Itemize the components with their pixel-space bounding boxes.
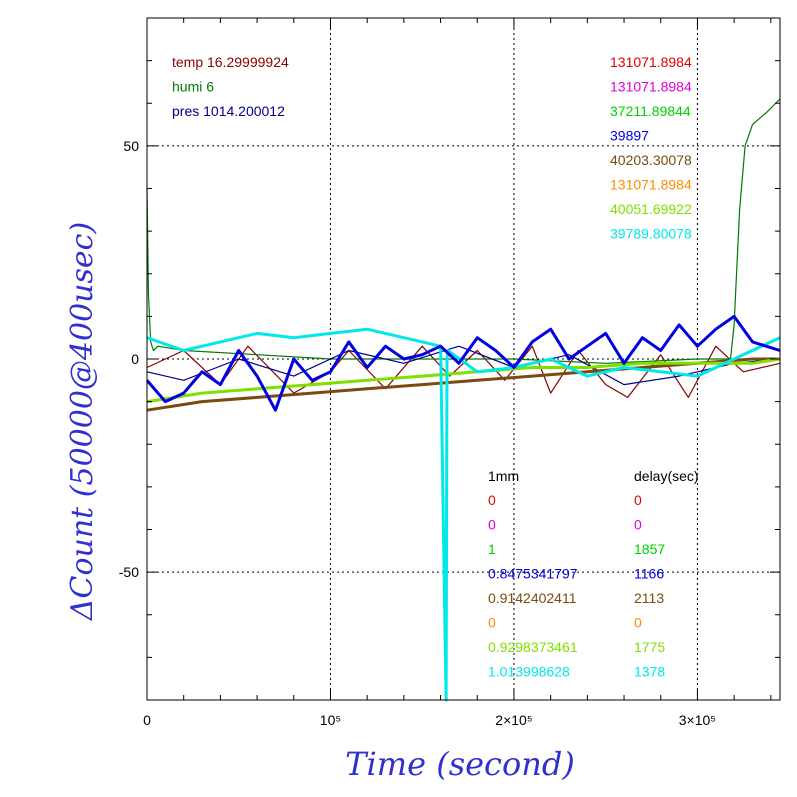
series-value-label: 39897 xyxy=(610,128,649,144)
x-tick-label: 10⁵ xyxy=(320,712,341,728)
table-header-1mm: 1mm xyxy=(488,468,519,484)
series-value-label: 40203.30078 xyxy=(610,152,692,168)
table-cell-1mm: 0 xyxy=(488,517,496,533)
y-tick-label: 50 xyxy=(123,138,139,154)
ticks: 0 10⁵ 2×10⁵ 3×10⁵ 50 0 -50 xyxy=(119,17,780,728)
table-cell-delay: 1857 xyxy=(634,541,665,557)
series-value-label: 39789.80078 xyxy=(610,226,692,242)
x-axis-label: Time (second) xyxy=(345,745,575,783)
series-value-label: 131071.8984 xyxy=(610,54,692,70)
table-header-delay: delay(sec) xyxy=(634,468,699,484)
series-line-7 xyxy=(145,314,781,412)
series-line-6 xyxy=(146,327,781,702)
series-line-3 xyxy=(146,345,781,386)
table-cell-1mm: 0.9142402411 xyxy=(488,590,577,606)
table-cell-1mm: 0 xyxy=(488,492,496,508)
table-cell-1mm: 0.9298373461 xyxy=(488,639,578,655)
series-layer xyxy=(145,98,781,702)
env-label: humi 6 xyxy=(172,79,214,95)
y-axis-label: ΔCount (50000@400usec) xyxy=(65,222,100,621)
y-tick-label: 0 xyxy=(131,351,139,367)
x-tick-label: 0 xyxy=(143,712,151,728)
y-tick-label: -50 xyxy=(119,564,139,580)
table-cell-1mm: 0 xyxy=(488,615,496,631)
table-cell-delay: 0 xyxy=(634,517,642,533)
series-value-label: 40051.69922 xyxy=(610,201,692,217)
table-cell-delay: 0 xyxy=(634,615,642,631)
env-label: pres 1014.200012 xyxy=(172,103,285,119)
series-value-label: 131071.8984 xyxy=(610,79,692,95)
table-cell-1mm: 1.013998628 xyxy=(488,664,570,680)
table-cell-1mm: 1 xyxy=(488,541,496,557)
series-line-2 xyxy=(146,98,781,364)
table-cell-delay: 2113 xyxy=(634,590,664,606)
table-cell-delay: 1775 xyxy=(634,639,665,655)
series-line-1 xyxy=(146,345,781,398)
x-tick-label: 3×10⁵ xyxy=(679,712,716,728)
table-cell-delay: 1166 xyxy=(634,566,664,582)
env-label: temp 16.29999924 xyxy=(172,54,289,70)
table-cell-1mm: 0.8475341797 xyxy=(488,566,578,582)
series-value-label: 37211.89844 xyxy=(610,103,691,119)
series-value-label: 131071.8984 xyxy=(610,177,692,193)
table-cell-delay: 1378 xyxy=(634,664,665,680)
table-cell-delay: 0 xyxy=(634,492,642,508)
x-tick-label: 2×10⁵ xyxy=(495,712,532,728)
